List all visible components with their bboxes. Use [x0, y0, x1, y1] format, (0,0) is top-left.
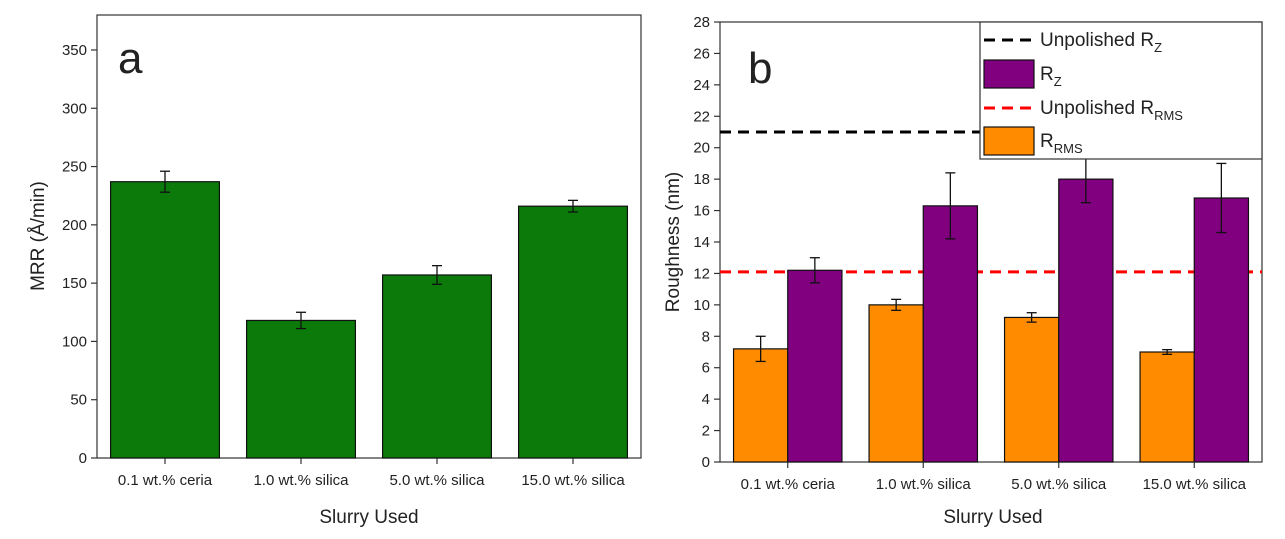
panel-b-x-axis-title: Slurry Used — [943, 507, 1042, 528]
panel-b-y-axis-title: Roughness (nm) — [663, 172, 684, 312]
y-tick-label-3: 6 — [702, 360, 710, 377]
error-bar-rms-2 — [1026, 312, 1037, 323]
error-bar-mrr-2 — [432, 264, 442, 285]
panel-b-x-axis: 0.1 wt.% ceria 1.0 wt.% silica 5.0 wt.% si… — [741, 462, 1247, 493]
y-tick-label-12: 24 — [693, 77, 710, 94]
y-tick-label-13: 26 — [693, 45, 710, 62]
y-tick-label-5: 10 — [693, 297, 710, 314]
legend-label-3-subscript: RMS — [1054, 141, 1083, 156]
y-tick-label-2: 100 — [62, 333, 87, 350]
panel-a-x-axis-title: Slurry Used — [319, 507, 418, 528]
panel-b-bars — [732, 154, 1250, 463]
y-tick-label-5: 250 — [62, 159, 87, 176]
y-tick-label-7: 14 — [693, 234, 710, 251]
x-tick-label-3: 15.0 wt.% silica — [1143, 476, 1247, 493]
error-bar-mrr-1 — [296, 311, 306, 330]
panel-a-plot-frame — [96, 14, 642, 459]
legend-label-2-subscript: RMS — [1154, 108, 1183, 123]
bar-rms-0 — [732, 348, 789, 463]
panel-a-y-axis: 0 50 100 150 200 250 300 350 — [62, 42, 97, 467]
legend-label-0-subscript: Z — [1154, 40, 1162, 55]
panel-a-letter: a — [118, 34, 143, 83]
y-tick-label-1: 50 — [70, 392, 87, 409]
bar-rms-3 — [1139, 351, 1195, 463]
y-tick-label-14: 28 — [693, 14, 710, 31]
bar-rms-2 — [1003, 316, 1060, 463]
y-tick-label-0: 0 — [79, 450, 87, 467]
y-tick-label-11: 22 — [693, 108, 710, 125]
panel-a-chart: 0 50 100 150 200 250 300 350 0.1 wt.% ceria 1.0 … — [28, 14, 642, 528]
x-tick-label-1: 1.0 wt.% silica — [876, 476, 972, 493]
bar-mrr-1 — [246, 319, 357, 459]
error-bar-rms-0 — [755, 335, 766, 363]
bar-mrr-2 — [382, 274, 493, 459]
legend-label-1-subscript: Z — [1054, 74, 1062, 89]
y-tick-label-0: 0 — [702, 454, 710, 471]
error-bar-z-3 — [1216, 162, 1227, 234]
y-tick-label-10: 20 — [693, 140, 710, 157]
x-tick-label-2: 5.0 wt.% silica — [389, 472, 485, 489]
x-tick-label-1: 1.0 wt.% silica — [253, 472, 349, 489]
legend-label-0: Unpolished RZ — [1040, 30, 1162, 55]
error-bar-mrr-0 — [160, 170, 170, 193]
bar-mrr-3 — [517, 205, 628, 459]
y-tick-label-8: 16 — [693, 203, 710, 220]
y-tick-label-2: 4 — [702, 391, 710, 408]
panel-a-y-axis-title: MRR (Å/min) — [28, 181, 49, 291]
y-tick-label-9: 18 — [693, 171, 710, 188]
error-bar-rms-3 — [1162, 348, 1173, 356]
error-bar-z-1 — [945, 172, 956, 240]
y-tick-label-3: 150 — [62, 275, 87, 292]
legend-swatch-3 — [983, 126, 1035, 156]
bar-z-1 — [922, 205, 979, 463]
x-tick-label-3: 15.0 wt.% silica — [521, 472, 625, 489]
y-tick-label-1: 2 — [702, 423, 710, 440]
panel-a-bars — [109, 170, 628, 459]
error-bar-rms-1 — [891, 298, 902, 312]
x-tick-label-0: 0.1 wt.% ceria — [741, 476, 836, 493]
y-tick-label-6: 300 — [62, 100, 87, 117]
y-tick-label-7: 350 — [62, 42, 87, 59]
legend-label-2: Unpolished RRMS — [1040, 98, 1183, 123]
error-bar-z-0 — [809, 257, 820, 284]
bar-z-3 — [1193, 197, 1250, 463]
y-tick-label-4: 200 — [62, 217, 87, 234]
y-tick-label-6: 12 — [693, 265, 710, 282]
error-bar-mrr-3 — [568, 199, 578, 213]
bar-z-0 — [787, 269, 843, 463]
x-tick-label-2: 5.0 wt.% silica — [1011, 476, 1107, 493]
y-tick-label-4: 8 — [702, 328, 710, 345]
panel-b-letter: b — [748, 44, 772, 93]
x-tick-label-0: 0.1 wt.% ceria — [118, 472, 213, 489]
legend-swatch-1 — [983, 59, 1035, 89]
bar-rms-1 — [868, 304, 924, 463]
bar-z-2 — [1058, 178, 1114, 463]
bar-mrr-0 — [109, 181, 221, 459]
panel-a-x-axis: 0.1 wt.% ceria 1.0 wt.% silica 5.0 wt.% si… — [118, 458, 625, 489]
